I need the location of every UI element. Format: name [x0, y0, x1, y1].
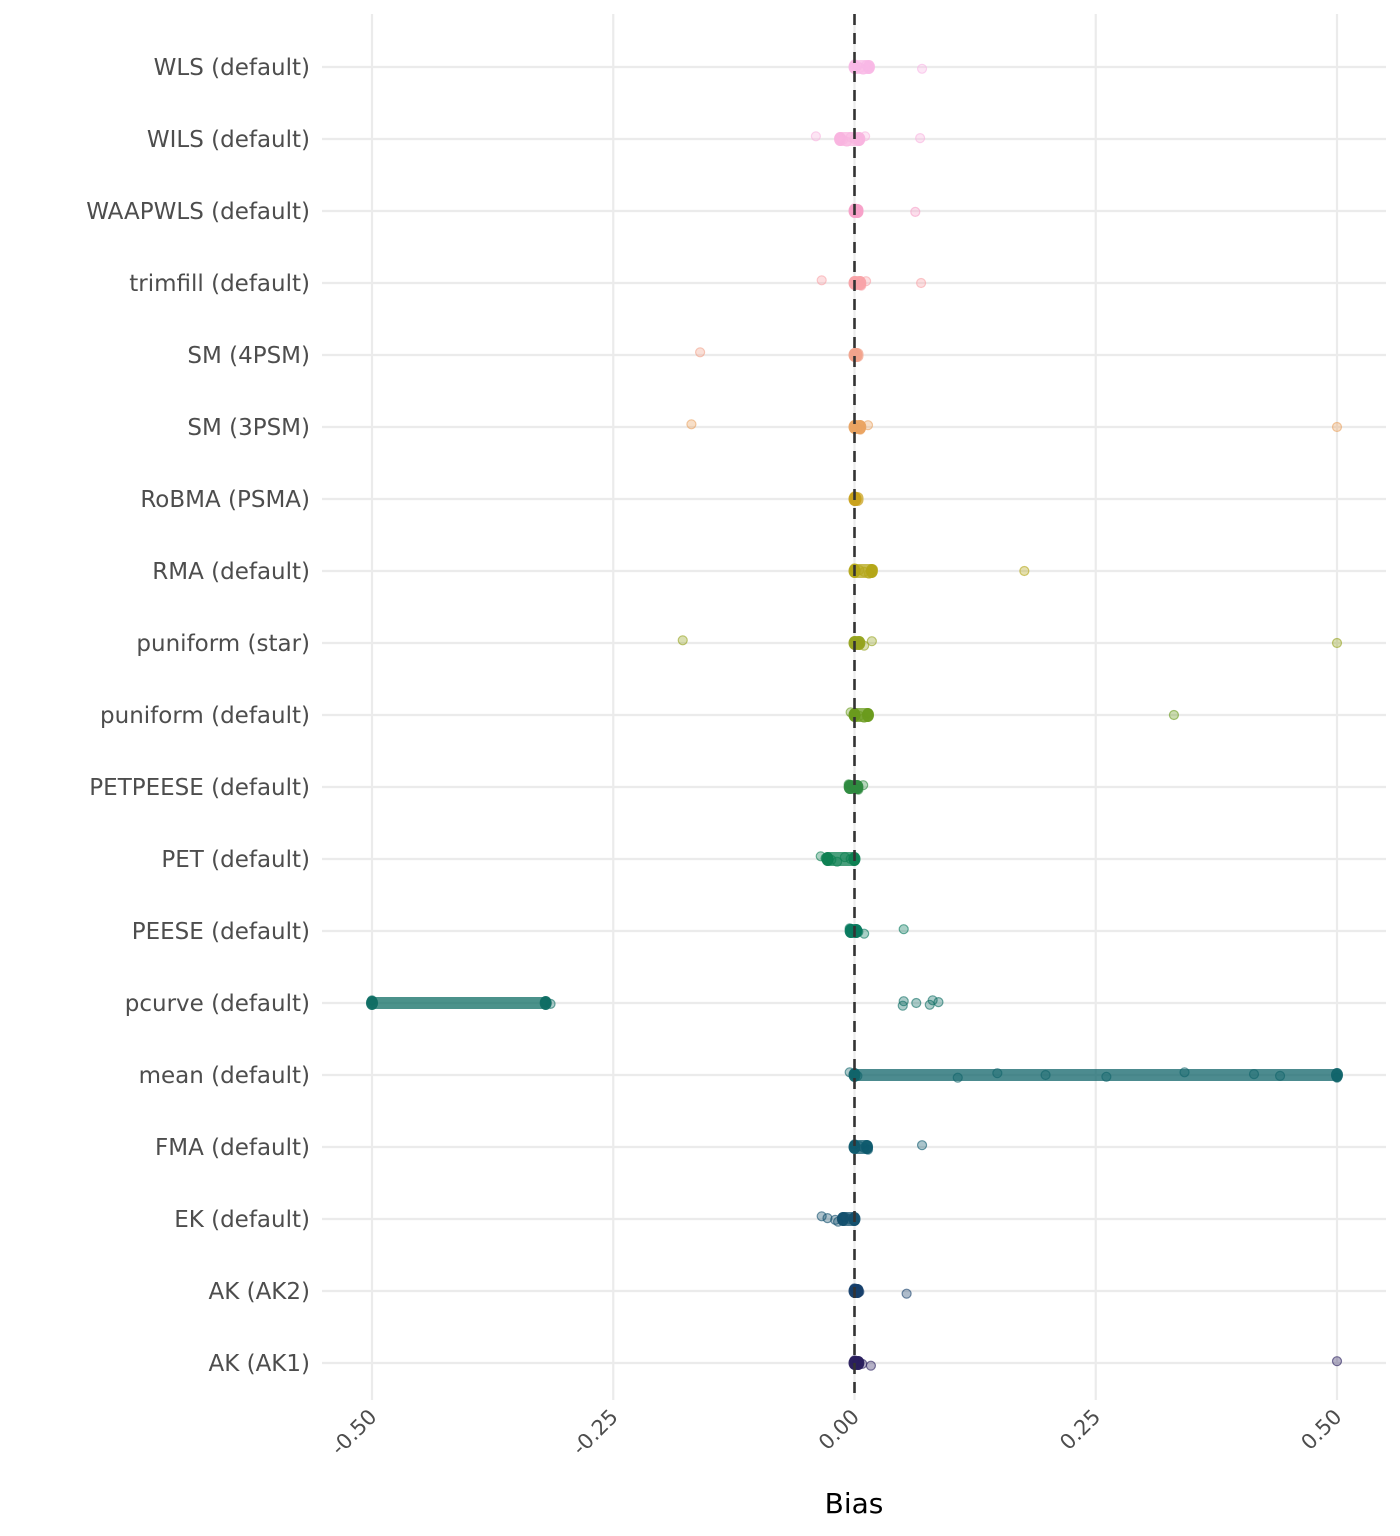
- y-axis-label: PET (default): [161, 847, 310, 873]
- data-point: [1040, 1069, 1051, 1081]
- data-point: [867, 564, 878, 575]
- y-axis-label: WAAPWLS (default): [86, 199, 310, 225]
- y-axis-label: RMA (default): [152, 559, 310, 585]
- series-mean-default: [844, 1067, 1343, 1083]
- data-point: [1274, 1070, 1286, 1082]
- data-point: [866, 636, 877, 647]
- y-axis-label: trimfill (default): [129, 271, 310, 297]
- data-point: [1019, 565, 1030, 577]
- data-point: [1331, 1356, 1343, 1367]
- series-robma-psma: [848, 491, 864, 506]
- range-end-point: [836, 1212, 849, 1226]
- data-point: [915, 277, 927, 289]
- data-point: [855, 424, 866, 435]
- data-point: [839, 852, 850, 863]
- x-axis-title: Bias: [825, 1487, 884, 1520]
- y-axis-label: puniform (star): [136, 631, 310, 657]
- data-point: [1168, 709, 1180, 721]
- range-bar: [849, 1069, 1342, 1081]
- series-wls-default: [848, 59, 928, 75]
- x-tick-label: -0.50: [326, 1405, 381, 1460]
- data-point: [992, 1068, 1003, 1079]
- x-axis-tick-labels: -0.50 -0.25 0.00 0.25 0.50: [326, 1405, 1346, 1460]
- data-point: [916, 63, 928, 74]
- data-point: [810, 131, 822, 142]
- data-point: [860, 131, 871, 142]
- y-axis-label: puniform (default): [100, 703, 310, 729]
- range-end-point: [1331, 1068, 1343, 1082]
- y-axis-label: EK (default): [174, 1207, 310, 1233]
- y-axis-label: SM (3PSM): [187, 415, 310, 441]
- data-point: [865, 1360, 877, 1371]
- data-point: [857, 1358, 868, 1370]
- y-axis-label: AK (AK1): [208, 1351, 310, 1377]
- x-tick-label: -0.25: [567, 1405, 622, 1460]
- data-point: [832, 856, 843, 867]
- data-point: [952, 1072, 963, 1083]
- data-point: [686, 419, 697, 430]
- data-point: [916, 1140, 928, 1151]
- data-point: [1179, 1067, 1190, 1078]
- data-point: [1331, 421, 1343, 433]
- data-point: [858, 780, 869, 791]
- data-point: [816, 1211, 827, 1222]
- data-point: [898, 996, 909, 1007]
- data-point: [816, 275, 827, 286]
- data-point: [820, 852, 831, 864]
- x-tick-label: 0.25: [1055, 1405, 1105, 1455]
- data-point: [911, 997, 922, 1009]
- data-point: [860, 276, 872, 287]
- series-petpeese-default: [843, 779, 869, 795]
- data-marks: [366, 59, 1343, 1371]
- y-axis-label: PETPEESE (default): [89, 775, 310, 801]
- data-point: [901, 1288, 912, 1299]
- range-bar: [367, 997, 551, 1009]
- y-axis-label: RoBMA (PSMA): [140, 487, 310, 513]
- y-axis-label: AK (AK2): [208, 1279, 310, 1305]
- x-tick-label: 0.50: [1296, 1405, 1346, 1455]
- range-end-point: [862, 60, 875, 74]
- range-end-point: [366, 996, 378, 1010]
- data-point: [1331, 1072, 1343, 1083]
- y-axis-label: WLS (default): [154, 55, 310, 81]
- data-point: [915, 133, 926, 144]
- data-point: [898, 924, 909, 935]
- y-axis-labels: WLS (default) WILS (default) WAAPWLS (defa…: [86, 55, 310, 1377]
- data-point: [859, 640, 870, 651]
- y-axis-label: SM (4PSM): [187, 343, 310, 369]
- data-point: [927, 995, 938, 1006]
- data-point: [854, 1286, 865, 1298]
- y-axis-label: pcurve (default): [125, 991, 310, 1017]
- series-pcurve-default: [366, 995, 944, 1011]
- data-point: [910, 206, 921, 217]
- series-pet-default: [815, 851, 861, 867]
- data-point: [366, 995, 378, 1006]
- y-axis-label: PEESE (default): [132, 919, 310, 945]
- data-point: [677, 635, 688, 646]
- series-rma-default: [848, 563, 1030, 579]
- data-point: [694, 347, 706, 358]
- data-point: [822, 1212, 833, 1224]
- data-point: [1101, 1071, 1112, 1082]
- x-tick-label: 0.00: [814, 1405, 864, 1455]
- data-point: [862, 1144, 874, 1155]
- y-axis-label: FMA (default): [155, 1135, 310, 1161]
- series-puniform-star: [677, 635, 1343, 651]
- data-point: [933, 996, 944, 1008]
- data-point: [862, 61, 874, 73]
- data-point: [1331, 637, 1343, 649]
- y-axis-label: mean (default): [139, 1063, 310, 1089]
- data-point: [862, 420, 874, 431]
- data-point: [859, 928, 870, 939]
- series-peese-default: [844, 923, 909, 939]
- data-point: [545, 998, 556, 1010]
- data-point: [826, 854, 837, 866]
- data-point: [862, 708, 874, 719]
- data-point: [1248, 1068, 1260, 1080]
- y-axis-label: WILS (default): [147, 127, 310, 153]
